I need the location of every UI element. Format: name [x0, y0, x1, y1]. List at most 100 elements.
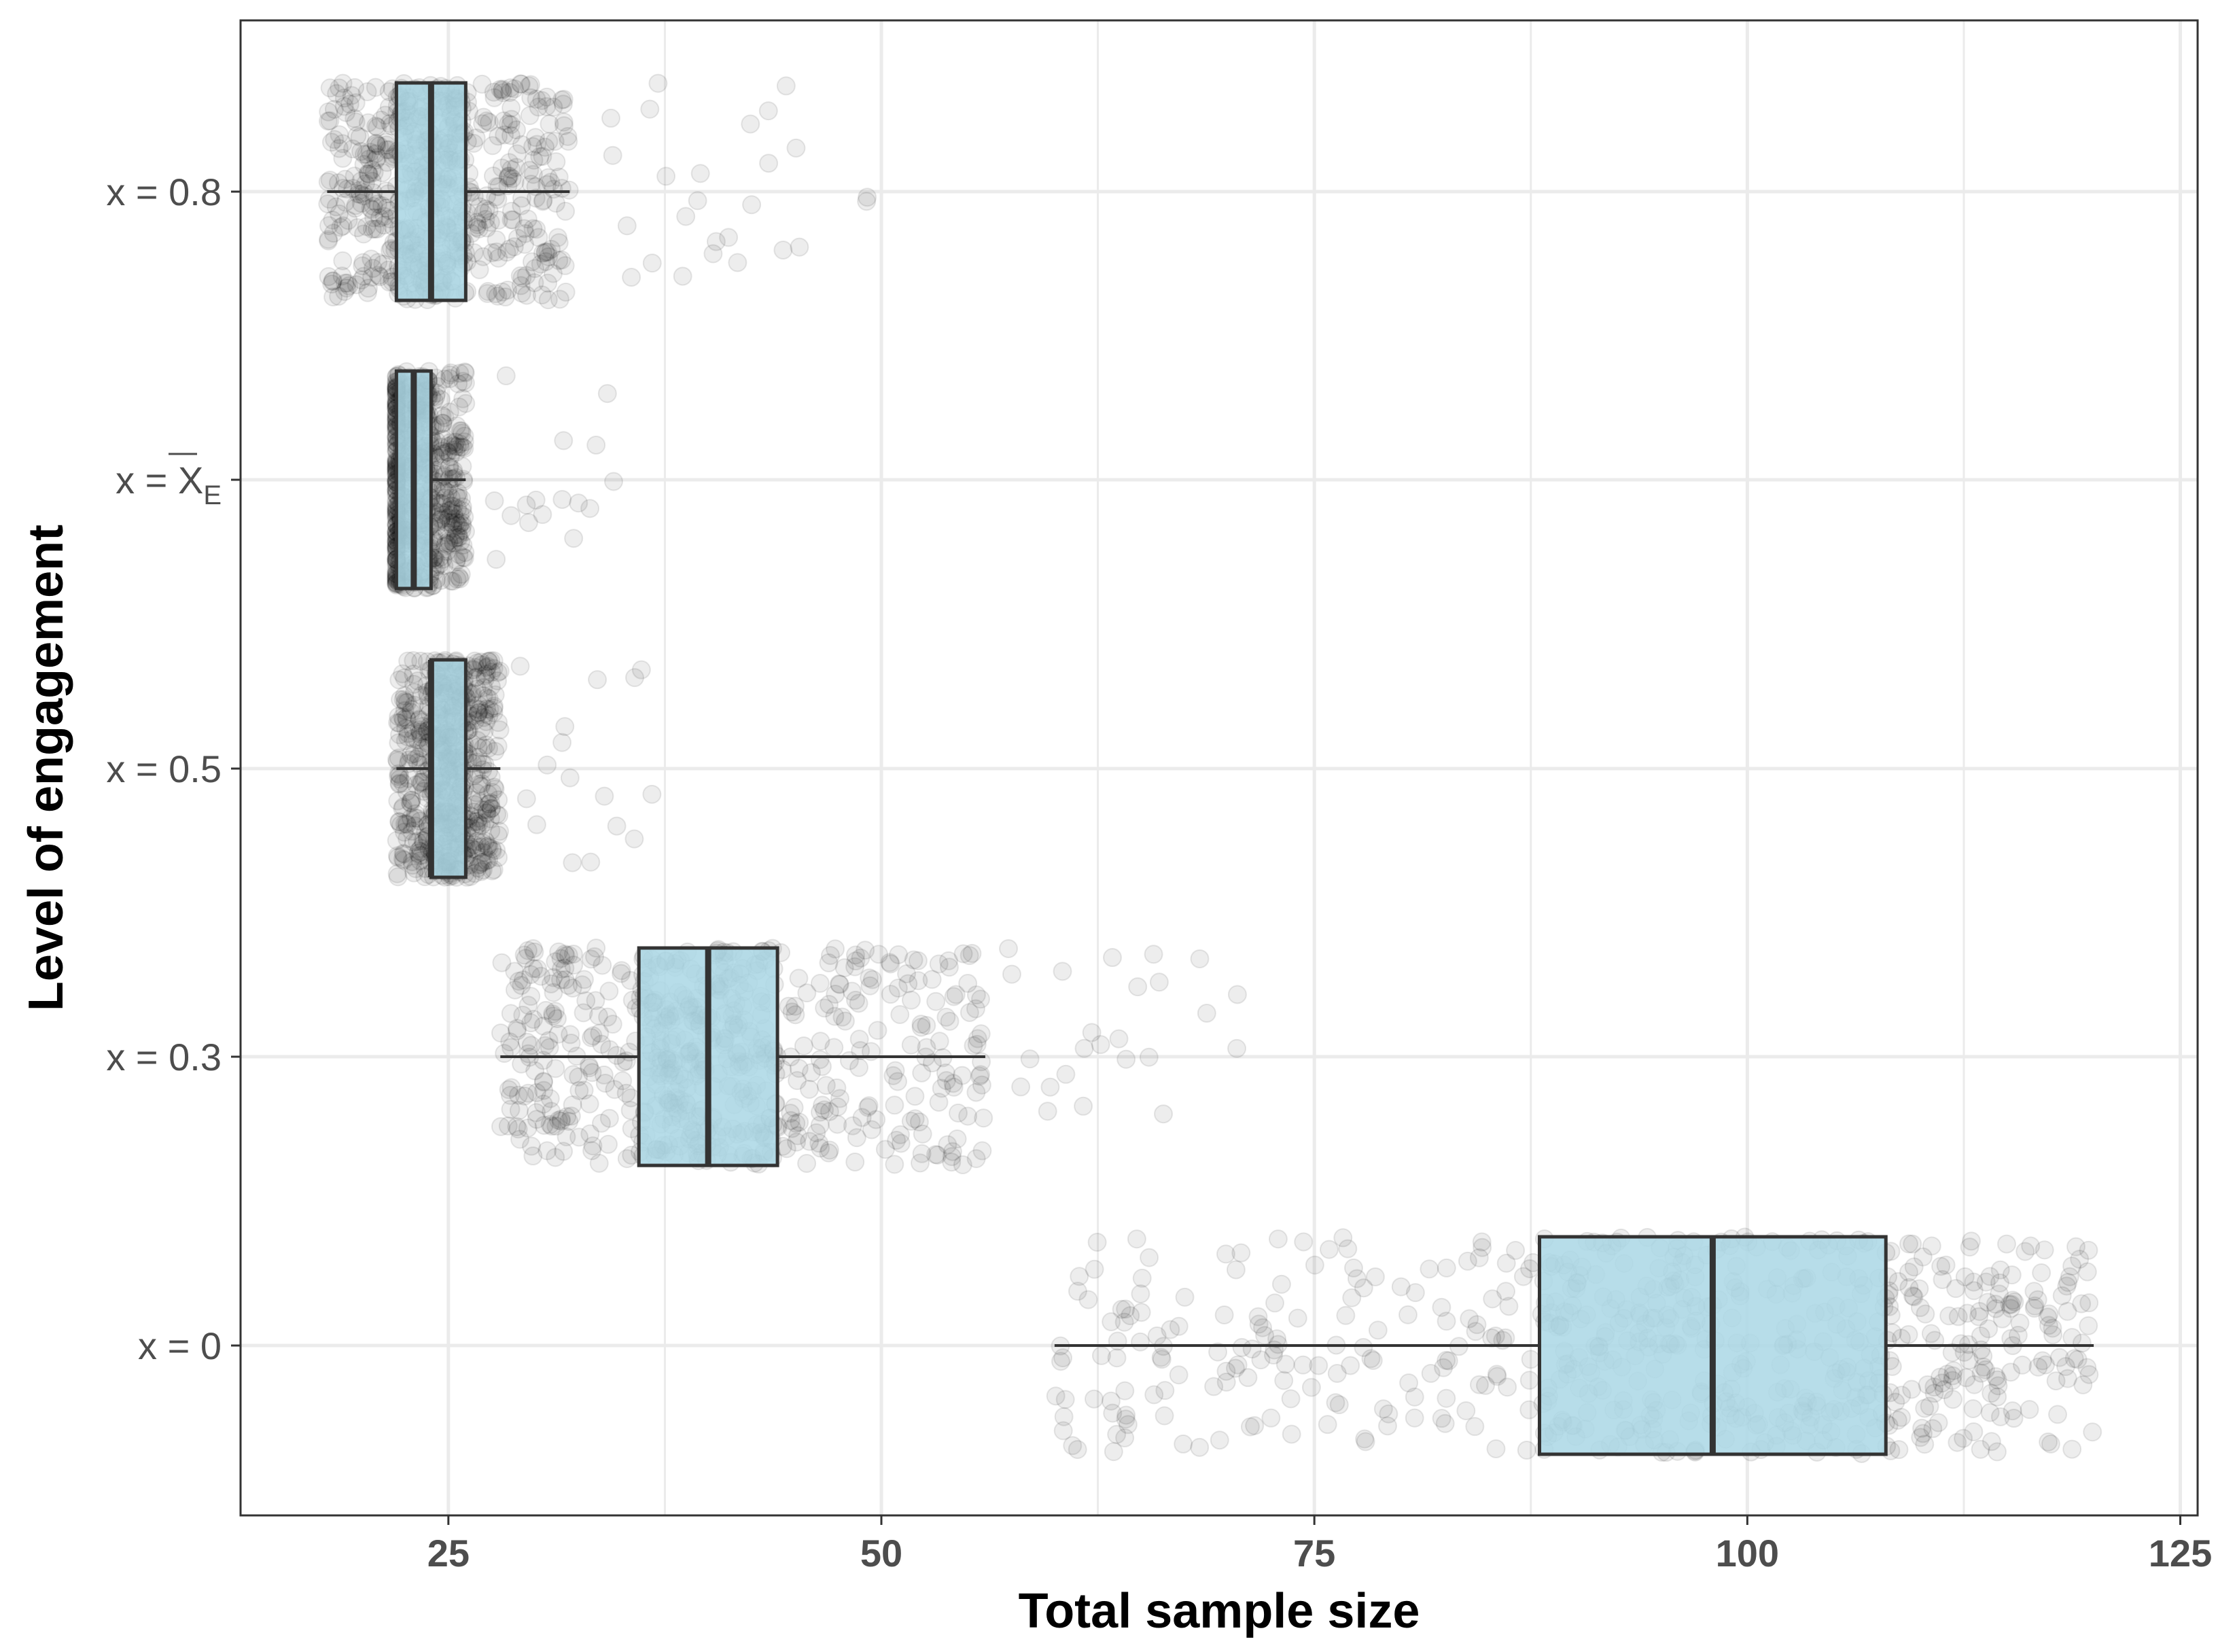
y-tick-label: x = 0.5: [106, 748, 222, 790]
jitter-point: [536, 242, 556, 262]
jitter-point: [365, 219, 385, 239]
jitter-point: [477, 218, 497, 238]
jitter-point: [433, 413, 453, 433]
jitter-point: [446, 552, 466, 572]
jitter-point: [563, 979, 582, 998]
jitter-point: [834, 958, 854, 978]
jitter-point: [453, 457, 472, 476]
jitter-point: [448, 527, 468, 547]
jitter-point-outlier: [580, 499, 600, 519]
jitter-point: [523, 164, 543, 184]
jitter-point: [353, 256, 372, 276]
jitter-point: [1963, 1399, 1983, 1419]
jitter-point: [546, 152, 566, 171]
jitter-point: [523, 219, 543, 239]
jitter-point: [367, 135, 387, 155]
jitter-point: [434, 444, 453, 463]
jitter-point: [901, 1035, 921, 1055]
jitter-point: [1210, 1430, 1229, 1450]
jitter-point: [481, 798, 501, 818]
jitter-point-outlier: [560, 768, 580, 788]
jitter-point: [454, 472, 474, 491]
jitter-point: [2062, 1439, 2082, 1459]
jitter-point: [490, 822, 510, 841]
jitter-point: [1971, 1326, 1990, 1346]
jitter-point: [531, 254, 550, 274]
y-tick-label-value: 0.5: [169, 748, 222, 790]
jitter-point: [440, 457, 459, 477]
jitter-point: [319, 215, 338, 235]
jitter-point: [1301, 1377, 1321, 1397]
jitter-point: [1476, 1375, 1496, 1395]
y-axis-title: Level of engagement: [19, 525, 73, 1011]
jitter-point: [441, 506, 461, 525]
jitter-point: [527, 135, 547, 154]
jitter-point: [538, 290, 558, 310]
jitter-point-outlier: [1190, 949, 1210, 968]
jitter-point: [452, 521, 472, 540]
jitter-point: [541, 974, 561, 994]
jitter-point: [785, 996, 805, 1016]
jitter-point: [617, 1148, 637, 1168]
y-axis: x = 0.8x = XEx = 0.5x = 0.3x = 0: [106, 171, 241, 1367]
jitter-point: [451, 421, 470, 440]
jitter-point: [440, 365, 460, 385]
jitter-point: [489, 248, 508, 268]
jitter-point: [434, 429, 453, 449]
jitter-point: [1902, 1379, 1922, 1399]
jitter-point: [436, 533, 456, 553]
jitter-point: [322, 275, 342, 294]
jitter-point: [493, 282, 512, 302]
jitter-point: [524, 150, 544, 170]
jitter-point: [346, 196, 366, 215]
jitter-point: [1274, 1371, 1294, 1390]
y-tick-label-prefix: x =: [106, 171, 169, 213]
jitter-point-outlier: [555, 717, 575, 737]
jitter-point: [370, 136, 389, 156]
jitter-point: [552, 90, 571, 109]
jitter-point: [868, 1021, 887, 1040]
jitter-point: [499, 153, 519, 173]
jitter-point: [451, 504, 470, 524]
jitter-point: [362, 200, 382, 219]
jitter-point: [507, 120, 527, 140]
jitter-point: [501, 98, 521, 118]
jitter-point: [333, 216, 353, 236]
jitter-point: [347, 275, 366, 294]
jitter-point: [368, 219, 387, 239]
jitter-point: [787, 1132, 807, 1152]
jitter-point: [444, 440, 463, 460]
jitter-point: [484, 699, 504, 718]
jitter-point: [1214, 1305, 1234, 1324]
jitter-point: [1437, 1350, 1456, 1370]
jitter-point: [535, 137, 555, 157]
jitter-point-outlier: [622, 267, 641, 287]
jitter-point-outlier: [790, 237, 809, 257]
jitter-point: [526, 188, 546, 208]
jitter-point: [444, 497, 463, 516]
jitter-point: [546, 1148, 565, 1167]
jitter-point: [1281, 1389, 1301, 1409]
jitter-point-outlier: [527, 815, 546, 834]
jitter-point: [333, 149, 353, 169]
jitter-point: [357, 217, 376, 236]
jitter-point: [971, 1065, 991, 1085]
jitter-point: [354, 155, 374, 175]
jitter-point: [544, 179, 563, 199]
jitter-point: [1473, 1237, 1492, 1257]
jitter-point-outlier: [640, 99, 660, 119]
jitter-point-outlier: [603, 145, 622, 165]
jitter-point: [1922, 1236, 1941, 1256]
jitter-point: [537, 96, 557, 116]
jitter-point: [1107, 1424, 1127, 1444]
jitter-point: [499, 114, 518, 134]
jitter-point: [446, 442, 466, 462]
jitter-point-outlier: [673, 266, 692, 286]
jitter-point: [453, 516, 472, 535]
jitter-point: [559, 131, 578, 151]
jitter-point: [532, 285, 552, 304]
jitter-point-outlier: [1154, 1104, 1174, 1124]
jitter-point: [1294, 1232, 1314, 1252]
jitter-point: [456, 393, 476, 413]
jitter-point: [1108, 1331, 1127, 1351]
